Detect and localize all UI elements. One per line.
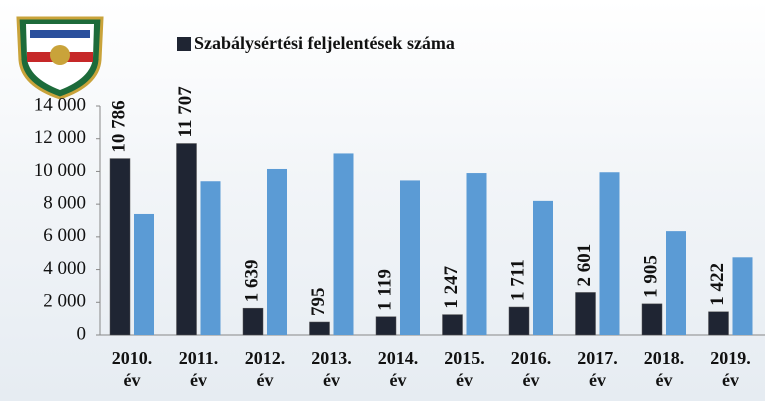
- y-tick-label: 0: [77, 323, 87, 344]
- bar: [375, 316, 397, 336]
- data-label: 2 601: [574, 244, 595, 287]
- x-tick-label: 2018. év: [643, 348, 685, 390]
- data-label: 1 422: [707, 263, 728, 306]
- y-tick-label: 8 000: [43, 193, 86, 214]
- data-label: 1 119: [374, 269, 395, 311]
- bar: [242, 307, 264, 336]
- bar: [400, 180, 420, 335]
- data-label: 1 711: [507, 259, 528, 301]
- y-tick-label: 12 000: [34, 127, 86, 148]
- data-label: 795: [308, 287, 329, 316]
- bar: [109, 158, 131, 336]
- data-label: 1 905: [640, 255, 661, 298]
- legend-label: Szabálysértési feljelentések száma: [194, 33, 455, 53]
- bar: [732, 257, 753, 335]
- bar: [641, 303, 663, 336]
- axes: [99, 106, 765, 336]
- data-label: 10 786: [108, 100, 129, 152]
- data-label: 1 247: [441, 265, 462, 308]
- x-tick-label: 2014. év: [377, 348, 419, 390]
- bar: [134, 213, 154, 335]
- bar: [666, 231, 686, 335]
- x-tick-label: 2012. év: [244, 348, 286, 390]
- data-label: 1 639: [241, 259, 262, 302]
- x-tick-label: 2013. év: [311, 348, 352, 390]
- x-tick-label: 2015. év: [444, 348, 485, 390]
- y-tick-label: 4 000: [43, 258, 86, 279]
- y-tick-label: 6 000: [43, 225, 86, 246]
- bar: [599, 172, 620, 335]
- bar: [333, 153, 354, 335]
- y-tick-label: 10 000: [34, 160, 86, 181]
- data-label: 11 707: [175, 86, 196, 138]
- x-tick-label: 2017. év: [577, 348, 618, 390]
- bar: [533, 200, 553, 335]
- x-tick-label: 2010. év: [111, 348, 153, 390]
- bar: [200, 181, 221, 335]
- bar: [176, 143, 197, 336]
- legend-swatch: [177, 37, 191, 51]
- x-tick-label: 2019. év: [710, 348, 751, 390]
- bar: [466, 173, 487, 335]
- bar: [267, 168, 287, 335]
- bar: [508, 306, 530, 336]
- logo: [16, 16, 104, 100]
- bar: [575, 292, 596, 336]
- bar: [708, 311, 729, 336]
- x-tick-label: 2016. év: [510, 348, 552, 390]
- x-tick-label: 2011. év: [178, 348, 219, 390]
- y-tick-label: 2 000: [43, 291, 86, 312]
- bar: [309, 321, 330, 336]
- y-tick-label: 14 000: [34, 94, 86, 115]
- bar: [442, 314, 463, 336]
